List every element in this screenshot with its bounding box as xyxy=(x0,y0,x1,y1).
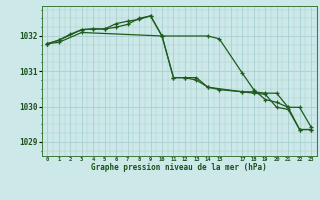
X-axis label: Graphe pression niveau de la mer (hPa): Graphe pression niveau de la mer (hPa) xyxy=(91,163,267,172)
